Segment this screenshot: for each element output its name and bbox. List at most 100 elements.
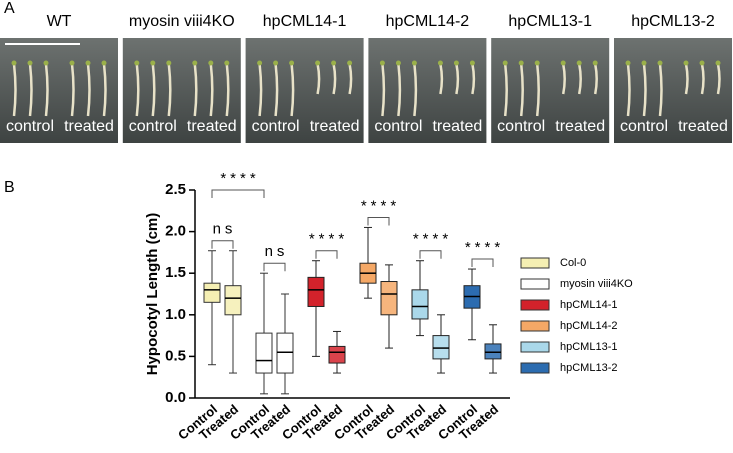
sample-label: WT — [47, 13, 72, 30]
cotyledon — [192, 60, 198, 66]
seedling — [290, 63, 295, 117]
seedling — [12, 63, 17, 117]
seedling — [225, 63, 230, 117]
cotyledon — [69, 60, 75, 66]
cotyledon — [534, 60, 540, 66]
seedling — [561, 63, 566, 95]
seedling — [86, 63, 91, 117]
sample-label: hpCML14-2 — [386, 13, 470, 30]
significance-label: ns — [213, 221, 237, 238]
significance-bracket — [471, 258, 494, 268]
photo-label: control — [620, 118, 668, 135]
photo-label: treated — [555, 118, 605, 135]
seedling — [167, 63, 172, 117]
cotyledon — [411, 60, 417, 66]
significance-bracket — [211, 189, 265, 198]
seedling — [274, 63, 279, 117]
legend-swatch — [520, 278, 550, 290]
photo-label: control — [6, 118, 54, 135]
box — [224, 285, 242, 316]
legend-label: hpCML13-1 — [560, 341, 617, 353]
photo-label: treated — [432, 118, 482, 135]
cotyledon — [315, 60, 321, 66]
legend-label: hpCML14-2 — [560, 320, 617, 332]
photo — [368, 38, 487, 143]
significance-bracket — [367, 216, 390, 226]
significance-bracket — [315, 250, 338, 259]
seedling — [332, 63, 337, 95]
panel-label: A — [4, 0, 15, 17]
box — [484, 343, 502, 360]
legend-swatch — [520, 341, 550, 353]
seedling — [535, 63, 540, 117]
cotyledon — [273, 60, 279, 66]
cotyledon — [715, 60, 721, 66]
significance-label: **** — [309, 231, 348, 248]
cotyledon — [560, 60, 566, 66]
cotyledon — [576, 60, 582, 66]
legend-swatch — [520, 320, 550, 332]
cotyledon — [379, 60, 385, 66]
cotyledon — [289, 60, 295, 66]
sample-label: hpCML14-1 — [263, 13, 347, 30]
legend-label: hpCML13-2 — [560, 362, 617, 374]
significance-label: ns — [265, 243, 289, 260]
cotyledon — [166, 60, 172, 66]
cotyledon — [469, 60, 475, 66]
significance-label: **** — [220, 170, 259, 187]
seedling — [381, 63, 386, 117]
seedling — [455, 63, 460, 95]
cotyledon — [518, 60, 524, 66]
cotyledon — [625, 60, 631, 66]
cotyledon — [395, 60, 401, 66]
sample-label: hpCML13-1 — [508, 13, 592, 30]
significance-bracket — [263, 262, 286, 272]
photo — [614, 38, 732, 143]
cotyledon — [657, 60, 663, 66]
seedling — [439, 63, 444, 95]
seedling — [316, 63, 321, 95]
cotyledon — [347, 60, 353, 66]
y-axis-label: Hypocotyl Length (cm) — [144, 213, 161, 376]
box — [380, 281, 398, 316]
photo — [245, 38, 364, 143]
seedling — [684, 63, 689, 95]
y-tick-label: 2.5 — [165, 181, 186, 198]
legend-swatch — [520, 257, 550, 269]
y-tick-label: 0.0 — [165, 389, 186, 406]
cotyledon — [437, 60, 443, 66]
photo-label: control — [374, 118, 422, 135]
cotyledon — [331, 60, 337, 66]
seedling — [348, 63, 353, 95]
box — [432, 335, 450, 360]
seedling — [258, 63, 263, 117]
photo — [491, 38, 610, 143]
seedling — [593, 63, 598, 95]
seedling — [28, 63, 33, 117]
photo-label: control — [497, 118, 545, 135]
box — [307, 276, 325, 307]
seedling — [44, 63, 49, 117]
seedling — [503, 63, 508, 117]
photo-label: treated — [310, 118, 360, 135]
significance-bracket — [419, 250, 442, 259]
y-tick-label: 0.5 — [165, 347, 186, 364]
seedling — [716, 63, 721, 95]
photo-label: treated — [64, 118, 114, 135]
y-tick-label: 1.0 — [165, 306, 186, 323]
cotyledon — [150, 60, 156, 66]
sample-label: hpCML13-2 — [631, 13, 715, 30]
legend-label: hpCML14-1 — [560, 299, 617, 311]
seedling — [209, 63, 214, 117]
box — [203, 282, 221, 303]
photo-label: control — [129, 118, 177, 135]
seedling — [700, 63, 705, 95]
cotyledon — [208, 60, 214, 66]
box — [411, 289, 429, 320]
seedling — [658, 63, 663, 117]
box — [328, 345, 346, 364]
seedling — [577, 63, 582, 95]
significance-label: **** — [465, 239, 504, 256]
seedling — [413, 63, 418, 117]
